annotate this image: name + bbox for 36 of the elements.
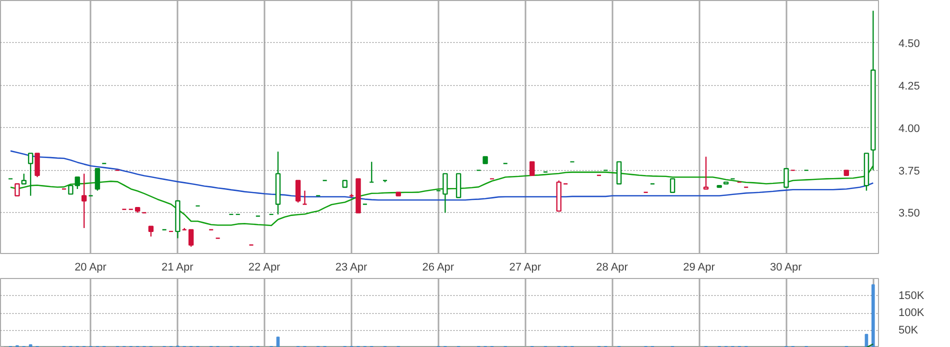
x-tick-label: 27 Apr — [509, 262, 542, 274]
x-tick-label: 29 Apr — [683, 262, 716, 274]
y-tick-label: 100K — [898, 307, 925, 319]
candlestick — [442, 173, 448, 214]
candlestick — [703, 156, 709, 190]
y-tick-label: 3.75 — [898, 165, 920, 178]
candlestick — [28, 152, 34, 196]
candlestick — [81, 173, 87, 229]
candlestick — [784, 168, 789, 188]
candlestick — [295, 180, 301, 204]
bar — [276, 336, 280, 347]
candlestick — [616, 161, 622, 184]
x-tick-label: 22 Apr — [248, 262, 281, 274]
bar — [28, 344, 32, 347]
candlestick — [34, 152, 40, 178]
y-tick-label: 4.25 — [898, 80, 920, 92]
candlestick — [188, 229, 194, 248]
x-tick-label: 20 Apr — [74, 262, 107, 274]
x-tick-label: 21 Apr — [162, 262, 194, 274]
candlestick — [530, 161, 535, 176]
candlestick — [94, 168, 100, 192]
candlestick — [456, 173, 462, 198]
x-tick-label: 28 Apr — [596, 262, 628, 274]
x-tick-label: 30 Apr — [770, 262, 802, 274]
line-series — [10, 165, 874, 226]
bar — [871, 284, 875, 347]
candlestick — [670, 178, 676, 193]
line-series — [10, 150, 874, 201]
x-tick-label: 26 Apr — [422, 262, 454, 274]
y-tick-label: 3.50 — [898, 208, 920, 220]
y-tick-label: 4.50 — [898, 38, 920, 50]
candlestick — [148, 226, 154, 238]
y-tick-label: 50K — [898, 324, 919, 336]
y-tick-label: 150K — [898, 290, 925, 302]
y-tick-label: 4.00 — [898, 122, 920, 135]
x-tick-label: 23 Apr — [335, 262, 368, 274]
